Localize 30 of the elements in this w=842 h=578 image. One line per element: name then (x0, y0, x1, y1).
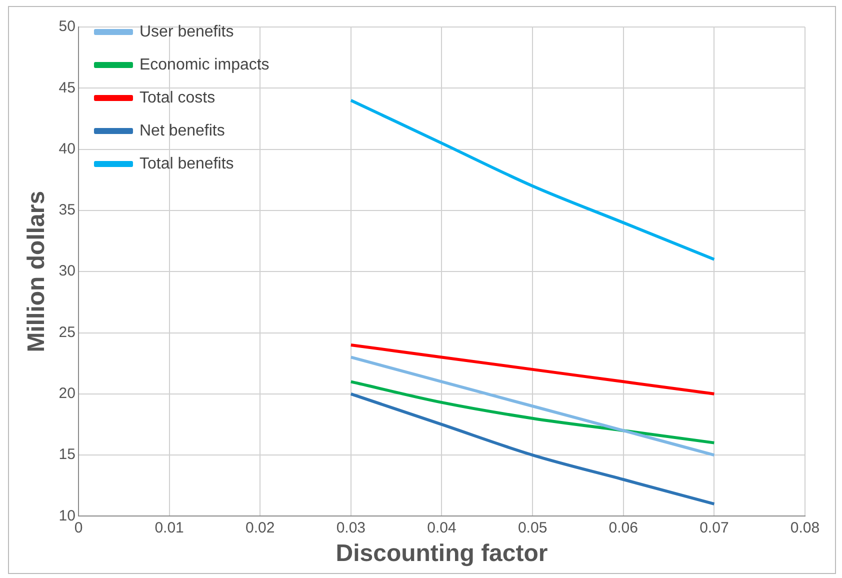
y-tick-label: 45 (58, 79, 76, 96)
x-tick-label: 0.07 (700, 519, 729, 536)
legend-label: User benefits (139, 23, 234, 40)
line-series (349, 380, 716, 444)
line-series (349, 392, 716, 506)
x-tick-label: 0.04 (427, 519, 456, 536)
y-tick-label: 15 (58, 446, 76, 464)
y-tick-label: 35 (58, 202, 76, 219)
legend-label: Net benefits (139, 122, 225, 140)
x-tick-label: 0.02 (246, 519, 275, 536)
x-axis-title: Discounting factor (336, 540, 548, 568)
y-tick-label: 50 (58, 18, 76, 36)
y-axis-title: Million dollars (23, 190, 50, 352)
y-tick-label: 25 (58, 324, 76, 341)
y-tick-label: 30 (58, 262, 76, 280)
y-tick-label: 40 (58, 140, 76, 158)
y-tick-label: 20 (58, 385, 76, 402)
x-tick-label: 0 (74, 519, 83, 536)
line-series (349, 98, 716, 261)
x-tick-label: 0.03 (336, 519, 366, 536)
legend-label: Economic impacts (139, 56, 270, 74)
line-series (349, 343, 716, 396)
line-series (349, 356, 716, 457)
legend-label: Total benefits (139, 155, 234, 172)
x-tick-label: 0.08 (790, 519, 820, 536)
y-tick-label: 10 (58, 507, 76, 524)
x-tick-label: 0.01 (154, 519, 184, 536)
x-tick-label: 0.05 (518, 519, 548, 536)
x-tick-label: 0.06 (608, 519, 638, 536)
legend-label: Total costs (139, 89, 216, 106)
